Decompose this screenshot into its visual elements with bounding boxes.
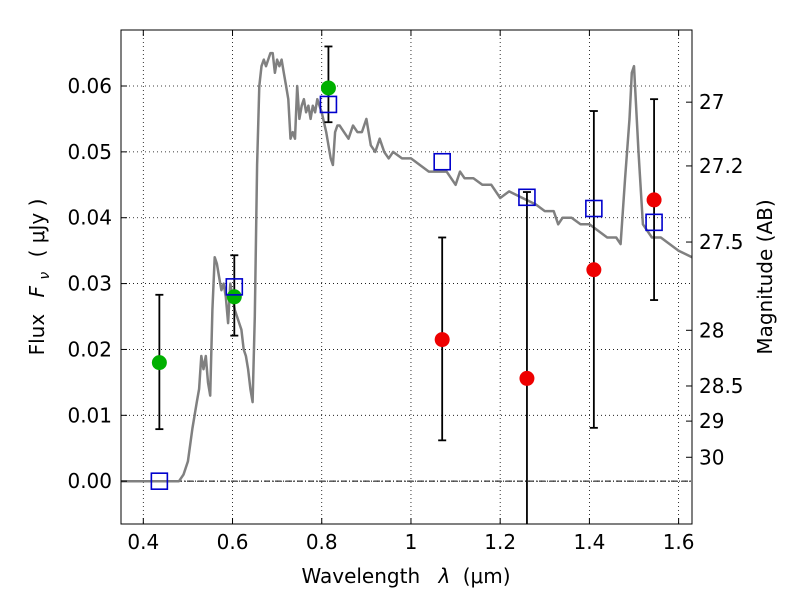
y-axis-label-prefix: Flux [25,314,49,356]
model-point-square [585,199,603,218]
right-tick-label: 27.5 [699,230,744,254]
right-tick-label: 28.5 [699,374,744,398]
right-tick-label: 28 [699,318,724,342]
grid-lines [121,30,692,524]
right-tick-label: 27.2 [699,154,744,178]
y-tick-label: 0.06 [67,74,112,98]
axis-ticks: 0.4 0.6 0.8 1 1.2 1.4 1.6 0.00 0.01 0.02 0.03 0.04 0… [67,30,744,554]
model-point-square [433,152,451,171]
red-data-point [646,192,662,208]
model-point-square [645,213,663,232]
y-tick-label: 0.03 [67,272,112,296]
x-axis-label-prefix: Wavelength [301,564,420,588]
right-tick-label: 30 [699,445,724,469]
x-tick-label: 1.2 [484,530,516,554]
x-tick-label: 0.4 [127,530,159,554]
model-point-square [150,472,169,490]
x-tick-label: 0.8 [306,530,338,554]
y-tick-label: 0.00 [67,469,112,493]
green-data-point [151,355,167,371]
y-tick-label: 0.02 [67,337,112,361]
y-axis-label: Flux F ν ( μJy ) [25,199,54,356]
x-axis-label: Wavelength λ (μm) [301,564,510,588]
green-data-point [226,289,242,305]
model-point-square [225,278,244,296]
model-point-square [319,95,338,114]
plot-frame [120,29,693,525]
x-tick-label: 1.6 [663,530,695,554]
y-axis-label-unit: ( μJy ) [25,199,49,258]
plot-area [121,45,693,524]
right-tick-label: 27 [699,90,724,114]
y-tick-label: 0.04 [67,206,112,230]
green-data-point [320,80,336,96]
right-tick-label: 29 [699,409,724,433]
y-tick-label: 0.05 [67,140,112,164]
y-axis-label-subscript: ν [37,272,53,280]
right-axis-label: Magnitude (AB) [753,199,777,354]
red-data-point [586,262,602,278]
red-data-point [434,332,450,348]
y-tick-label: 0.01 [67,403,112,427]
x-tick-label: 0.6 [217,530,249,554]
model-point-square [518,188,536,207]
y-axis-label-symbol: F [25,285,49,297]
x-axis-label-symbol: λ [438,564,451,588]
x-tick-label: 1.4 [573,530,605,554]
red-data-point [519,370,535,386]
template-sed-line [121,51,693,483]
x-axis-label-unit: (μm) [463,564,511,588]
x-tick-label: 1 [405,530,418,554]
